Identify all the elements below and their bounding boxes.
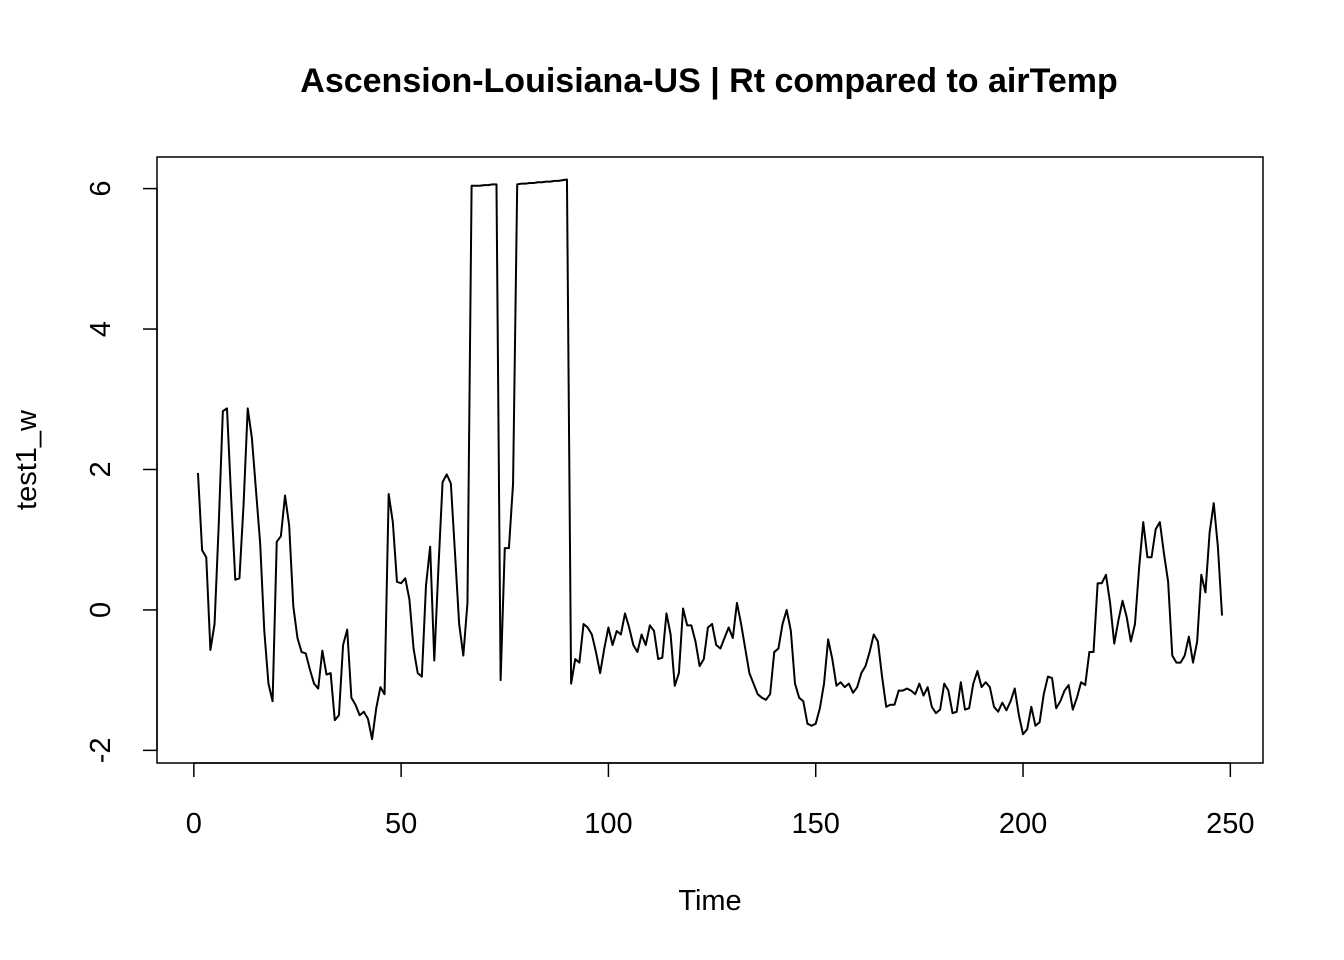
x-tick-label: 200 — [999, 808, 1047, 840]
y-tick-label: -2 — [85, 737, 117, 763]
y-tick-label: 4 — [85, 321, 117, 337]
x-axis-label: Time — [678, 885, 741, 917]
x-tick-label: 250 — [1206, 808, 1254, 840]
chart-title: Ascension-Louisiana-US | Rt compared to … — [300, 62, 1117, 100]
x-tick-label: 0 — [186, 808, 202, 840]
data-line — [196, 178, 1224, 741]
y-tick-label: 6 — [85, 181, 117, 197]
y-tick-label: 0 — [85, 602, 117, 618]
x-tick-label: 50 — [385, 808, 417, 840]
x-tick-label: 100 — [584, 808, 632, 840]
plot-frame — [156, 156, 1264, 764]
x-tick-label: 150 — [792, 808, 840, 840]
y-tick-label: 2 — [85, 461, 117, 477]
y-axis-label: test1_w — [11, 409, 43, 510]
